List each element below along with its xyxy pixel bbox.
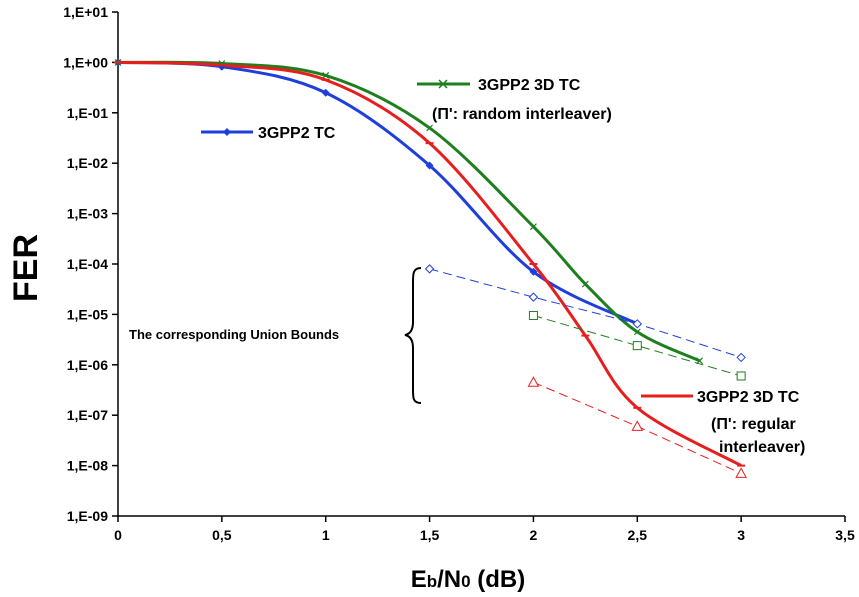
series-0-line bbox=[117, 60, 638, 326]
legend-3gpp2-tc-label: 3GPP2 TC bbox=[258, 125, 336, 142]
x-tick-label: 1 bbox=[322, 527, 330, 543]
legend-3d-tc-regular-label-line3: interleaver) bbox=[719, 439, 805, 456]
union-bounds-label: The corresponding Union Bounds bbox=[129, 327, 339, 342]
series-4-line bbox=[533, 315, 742, 377]
y-tick-label: 1,E+01 bbox=[63, 4, 108, 20]
series-markers bbox=[114, 58, 747, 478]
y-tick-label: 1,E-08 bbox=[67, 458, 108, 474]
series-5-marker bbox=[631, 420, 644, 431]
legend-3gpp2-tc: 3GPP2 TC bbox=[201, 125, 336, 142]
y-tick-label: 1,E-01 bbox=[67, 105, 108, 121]
legend-3d-tc-regular: 3GPP2 3D TC (Π': regular interleaver) bbox=[641, 389, 805, 456]
series-1-marker bbox=[322, 72, 330, 79]
series-4-marker bbox=[528, 311, 538, 321]
x-tick-label: 0,5 bbox=[212, 527, 232, 543]
x-tick-label: 0 bbox=[114, 527, 122, 543]
series-1-marker bbox=[696, 357, 704, 365]
series-3-line bbox=[429, 268, 742, 358]
legend-3d-tc-regular-label: 3GPP2 3D TC bbox=[697, 389, 800, 406]
x-tick-label: 2 bbox=[530, 527, 538, 543]
x-tick-label: 1,5 bbox=[420, 527, 440, 543]
y-axis-title: FER bbox=[7, 234, 45, 302]
y-tick-label: 1,E-06 bbox=[67, 357, 108, 373]
series-0-marker bbox=[425, 161, 434, 170]
legend-3d-tc-regular-label-line2: (Π': regular bbox=[711, 416, 796, 433]
series-5-marker bbox=[735, 467, 747, 478]
axes bbox=[112, 11, 846, 522]
series-0-marker bbox=[529, 267, 538, 276]
legend-3d-tc-random-label: 3GPP2 3D TC bbox=[478, 77, 581, 94]
tick-labels: 1,E+01 1,E+00 1,E-01 1,E-02 1,E-03 1,E-04 1,E-… bbox=[63, 4, 855, 543]
y-tick-label: 1,E+00 bbox=[63, 54, 108, 70]
series-5-marker bbox=[527, 376, 540, 387]
x-tick-label: 3 bbox=[737, 527, 745, 543]
y-tick-label: 1,E-07 bbox=[67, 407, 108, 423]
y-tick-label: 1,E-05 bbox=[67, 306, 108, 322]
legend-3d-tc-random-marker bbox=[438, 79, 448, 89]
x-axis-title: Eb/N0 (dB) bbox=[411, 566, 526, 593]
y-tick-label: 1,E-02 bbox=[67, 155, 108, 171]
y-tick-label: 1,E-04 bbox=[67, 256, 108, 272]
series-1-marker bbox=[530, 223, 537, 231]
series-3-marker bbox=[528, 292, 539, 302]
series-3-marker bbox=[632, 319, 642, 329]
legend-3gpp2-tc-marker bbox=[223, 128, 231, 136]
legend-3d-tc-random: 3GPP2 3D TC (Π': random interleaver) bbox=[417, 77, 612, 123]
series-lines bbox=[117, 60, 742, 474]
series-3-marker bbox=[736, 352, 746, 363]
series-1-marker bbox=[633, 328, 641, 336]
union-bounds-annotation: The corresponding Union Bounds bbox=[129, 267, 422, 404]
series-2-line bbox=[117, 60, 742, 467]
series-3-marker bbox=[424, 264, 435, 274]
series-1-marker bbox=[426, 124, 433, 132]
series-4-marker bbox=[736, 371, 746, 381]
series-0-marker bbox=[321, 88, 330, 97]
series-1-line bbox=[117, 60, 701, 363]
y-tick-label: 1,E-09 bbox=[67, 508, 108, 524]
legend-3d-tc-random-label-line2: (Π': random interleaver) bbox=[432, 106, 612, 123]
y-tick-label: 1,E-03 bbox=[67, 206, 108, 222]
series-4-marker bbox=[632, 341, 642, 351]
x-tick-label: 3,5 bbox=[835, 527, 855, 543]
series-1-marker bbox=[581, 280, 589, 288]
x-tick-label: 2,5 bbox=[628, 527, 648, 543]
union-bounds-brace bbox=[404, 267, 422, 404]
